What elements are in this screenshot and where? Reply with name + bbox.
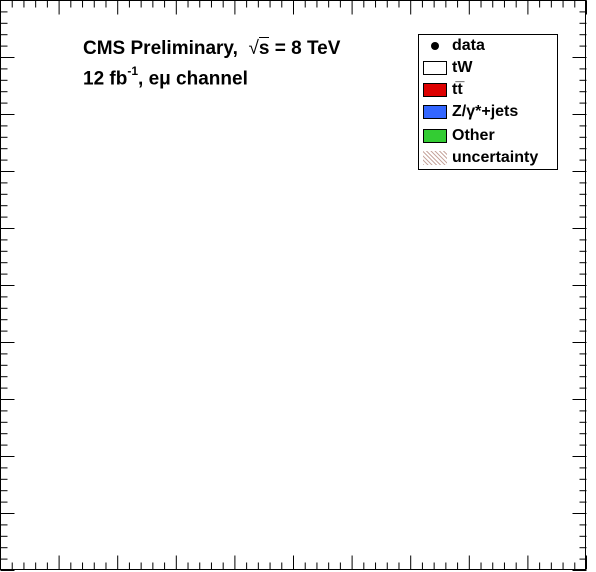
experiment-label: CMS Preliminary,	[83, 38, 238, 59]
data-marker-icon	[431, 42, 439, 50]
energy-value: = 8 TeV	[269, 38, 341, 59]
tw-swatch	[423, 61, 447, 75]
lumi-exponent: -1	[127, 64, 139, 78]
zjets-swatch	[423, 105, 447, 119]
lumi-prefix: 12 fb	[83, 68, 128, 90]
legend-entry-zjets: Z/γ*+jets	[419, 102, 557, 124]
sqrt-s-label: √s	[248, 37, 270, 59]
legend-entry-ttbar: tt̅	[419, 80, 557, 102]
legend-entry-uncertainty: uncertainty	[419, 148, 557, 170]
legend-entry-other: Other	[419, 126, 557, 148]
ttbar-swatch	[423, 83, 447, 97]
legend-entry-tw: tW	[419, 58, 557, 80]
cms-label: CMS Preliminary, √s = 8 TeV	[83, 37, 341, 60]
legend: data tW tt̅ Z/γ*+jets Other uncertainty	[418, 34, 558, 170]
legend-entry-data: data	[419, 36, 557, 58]
lumi-suffix: , eμ channel	[138, 68, 248, 90]
luminosity-label: 12 fb-1, eμ channel	[83, 64, 248, 90]
uncertainty-swatch	[423, 151, 447, 165]
other-swatch	[423, 129, 447, 143]
